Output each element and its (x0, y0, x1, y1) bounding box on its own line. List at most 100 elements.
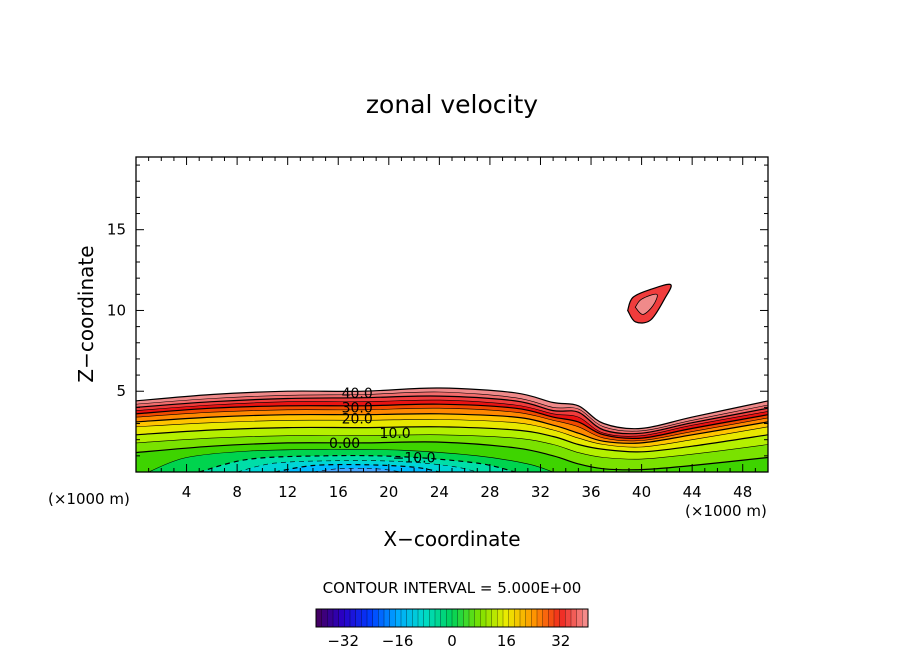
x-tick-label: 24 (430, 483, 449, 501)
colorbar-cell (531, 608, 538, 628)
colorbar-cell (366, 608, 374, 628)
contour-fill-layers (136, 387, 768, 472)
colorbar-cell (548, 608, 555, 628)
colorbar-tick-label: 16 (497, 632, 516, 650)
colorbar-cell (315, 608, 323, 628)
colorbar-cell (553, 608, 561, 628)
colorbar-cell (497, 608, 504, 628)
colorbar-cell (468, 608, 476, 628)
contour-line-4 (136, 403, 768, 440)
colorbar-cell (491, 608, 498, 628)
x-tick-label: 8 (232, 483, 242, 501)
colorbar-cell (429, 608, 436, 628)
y-axis-label: Z−coordinate (74, 245, 98, 382)
x-tick-label: 28 (480, 483, 499, 501)
contour-line-3 (136, 399, 768, 437)
contour-line-10 (136, 441, 768, 471)
colorbar-cell (542, 608, 549, 628)
x-tick-label: 4 (182, 483, 192, 501)
x-tick-label: 20 (379, 483, 398, 501)
contour-line-2 (136, 395, 768, 435)
colorbar-cell (536, 608, 544, 628)
contour-label: 20.0 (342, 412, 373, 428)
colorbar-cell (502, 608, 510, 628)
colorbar-tick-label: −16 (382, 632, 414, 650)
colorbar-cell (514, 608, 521, 628)
colorbar-cell (474, 608, 481, 628)
x-tick-label: 40 (632, 483, 651, 501)
colorbar-tick-label: −32 (327, 632, 359, 650)
colorbar-cell (338, 608, 345, 628)
colorbar-frame (315, 608, 589, 628)
x-tick-label: 16 (329, 483, 348, 501)
contour-line-6 (136, 413, 768, 444)
colorbar-cell (440, 608, 447, 628)
colorbar-cell (417, 608, 425, 628)
colorbar-cell (378, 608, 385, 628)
colorbar-cell (582, 608, 589, 628)
contour-interval-label: CONTOUR INTERVAL = 5.000E+00 (323, 579, 582, 597)
contour-label: 40.0 (342, 386, 373, 402)
colorbar-cell (463, 608, 470, 628)
colorbar-cell (559, 608, 566, 628)
colorbar-cell (423, 608, 430, 628)
contour-line-9 (136, 434, 768, 460)
contour-line-0 (136, 387, 768, 430)
colorbar-cell (576, 608, 583, 628)
x-tick-label: 32 (531, 483, 550, 501)
colorbar (315, 608, 589, 628)
contour-line-5 (136, 407, 768, 442)
y-tick-label: 5 (116, 382, 126, 400)
upper-jet-contours (627, 283, 672, 324)
colorbar-cell (406, 608, 413, 628)
colorbar-cell (451, 608, 459, 628)
contour-line-12 (199, 454, 516, 472)
contour-line-15 (312, 468, 402, 472)
contour-band-14 (275, 464, 440, 472)
contour-label: 0.00 (329, 436, 360, 452)
colorbar-cell (434, 608, 442, 628)
colorbar-tick-label: 32 (551, 632, 570, 650)
y-tick-label: 15 (107, 221, 126, 239)
colorbar-cell (400, 608, 408, 628)
colorbar-cell (412, 608, 419, 628)
colorbar-cell (485, 608, 493, 628)
axis-ticks (136, 157, 768, 472)
colorbar-cell (361, 608, 368, 628)
colorbar-cell (446, 608, 453, 628)
colorbar-cell (372, 608, 379, 628)
x-tick-label: 12 (278, 483, 297, 501)
y-tick-label: 10 (107, 301, 126, 319)
y-tick-labels: 5 10 15 (107, 221, 126, 401)
contour-line-13 (237, 460, 478, 472)
colorbar-tick-label: 0 (447, 632, 457, 650)
colorbar-cell (349, 608, 357, 628)
colorbar-cell (519, 608, 527, 628)
x-tick-label: 44 (683, 483, 702, 501)
chart-title: zonal velocity (366, 90, 538, 119)
colorbar-cell (383, 608, 391, 628)
contour-label: 30.0 (342, 400, 373, 416)
x-tick-label: 48 (733, 483, 752, 501)
colorbar-cell (565, 608, 572, 628)
contour-line-7 (136, 419, 768, 448)
colorbar-cell (344, 608, 351, 628)
contour-line-8 (136, 426, 768, 453)
x-axis-label: X−coordinate (383, 527, 520, 551)
contour-label: 10.0 (380, 426, 411, 442)
x-unit-right: (×1000 m) (685, 502, 767, 520)
colorbar-cell (321, 608, 328, 628)
colorbar-cell (395, 608, 402, 628)
colorbar-cell (480, 608, 487, 628)
colorbar-cell (355, 608, 362, 628)
colorbar-cell (327, 608, 334, 628)
contour-labels: 40.030.020.0 10.0 0.00 −10.0 (329, 386, 436, 467)
colorbar-cell (508, 608, 515, 628)
colorbar-cell (457, 608, 464, 628)
colorbar-cell (525, 608, 532, 628)
colorbar-cell (332, 608, 340, 628)
contour-label: −10.0 (393, 450, 436, 466)
colorbar-cell (389, 608, 396, 628)
x-tick-label: 36 (581, 483, 600, 501)
